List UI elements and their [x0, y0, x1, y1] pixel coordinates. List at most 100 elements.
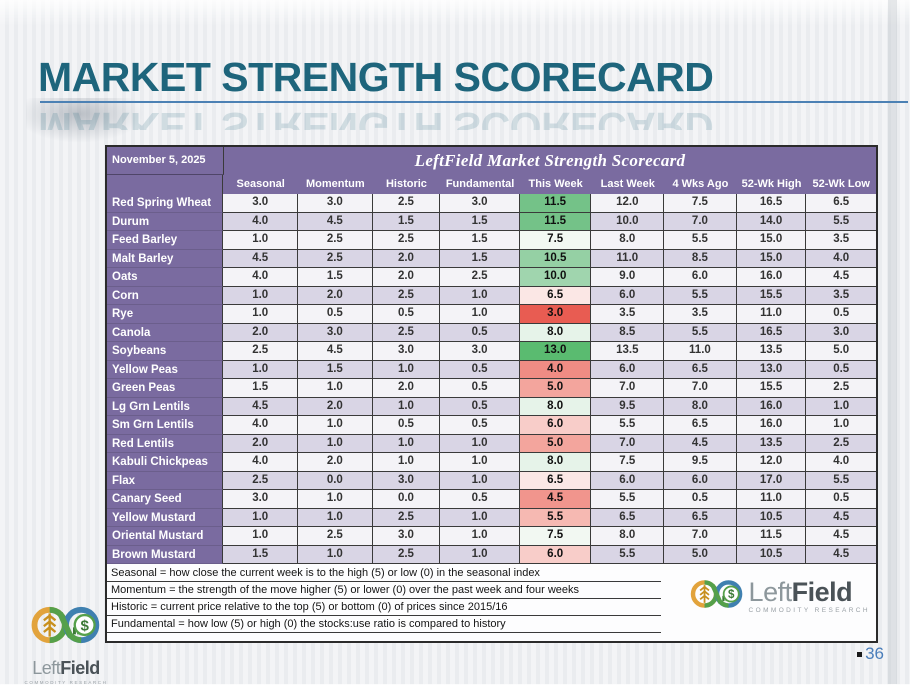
score-cell: 3.0 — [298, 194, 373, 213]
score-cell: 1.0 — [372, 434, 441, 453]
score-cell: 4.0 — [223, 416, 299, 435]
column-header: Fundamental — [445, 178, 515, 190]
row-label: Canola — [107, 323, 224, 342]
score-cell: 0.5 — [806, 490, 876, 509]
column-header: 52-Wk High — [741, 178, 802, 190]
score-cell: 7.0 — [664, 212, 737, 231]
brand-tagline: COMMODITY RESEARCH — [24, 680, 108, 685]
column-header: 52-Wk Low — [812, 178, 870, 190]
table-row: Durum 4.0 4.5 1.5 1.5 11.5 10.0 7.0 14.0 5.5 — [107, 212, 876, 231]
row-label: Red Spring Wheat — [107, 194, 224, 213]
score-cell: 0.5 — [298, 305, 373, 324]
score-cell: 8.0 — [591, 527, 665, 546]
score-cell: 1.0 — [372, 397, 441, 416]
score-cell: 6.0 — [591, 471, 665, 490]
score-cell: 12.0 — [736, 453, 807, 472]
this-week-cell: 11.5 — [519, 194, 592, 213]
score-cell: 1.0 — [440, 471, 520, 490]
score-cell: 13.5 — [736, 342, 807, 361]
score-cell: 5.5 — [591, 490, 665, 509]
score-cell: 2.0 — [372, 268, 441, 287]
this-week-cell: 8.0 — [519, 453, 592, 472]
score-cell: 7.5 — [591, 453, 665, 472]
score-cell: 5.5 — [806, 471, 876, 490]
row-label: Oriental Mustard — [107, 527, 224, 546]
score-cell: 1.5 — [223, 545, 299, 564]
leftfield-logo-corner: $ LeftField COMMODITY RESEARCH — [6, 597, 126, 685]
this-week-cell: 4.0 — [519, 360, 592, 379]
score-cell: 10.5 — [736, 545, 807, 564]
score-cell: 4.0 — [223, 453, 299, 472]
this-week-cell: 7.5 — [519, 231, 592, 250]
score-cell: 3.5 — [806, 231, 876, 250]
scorecard-table: November 5, 2025 LeftField Market Streng… — [105, 145, 878, 643]
table-row: Oats 4.0 1.5 2.0 2.5 10.0 9.0 6.0 16.0 4.5 — [107, 268, 876, 287]
score-cell: 3.5 — [664, 305, 737, 324]
score-cell: 15.5 — [736, 379, 807, 398]
score-cell: 4.5 — [298, 212, 373, 231]
footnotes: Seasonal = how close the current week is… — [107, 564, 876, 641]
score-cell: 1.0 — [223, 305, 299, 324]
score-cell: 1.0 — [440, 508, 520, 527]
score-cell: 4.0 — [223, 268, 299, 287]
score-cell: 1.0 — [298, 545, 373, 564]
date-cell: November 5, 2025 — [107, 147, 224, 175]
score-cell: 0.5 — [372, 416, 441, 435]
table-row: Canary Seed 3.0 1.0 0.0 0.5 4.5 5.5 0.5 11.0 0.5 — [107, 490, 876, 509]
score-cell: 7.0 — [591, 434, 665, 453]
score-cell: 10.0 — [591, 212, 665, 231]
score-cell: 2.0 — [223, 323, 299, 342]
score-cell: 2.5 — [806, 379, 876, 398]
score-cell: 16.0 — [736, 397, 807, 416]
slide-edge-band — [888, 0, 897, 684]
row-label: Malt Barley — [107, 249, 224, 268]
this-week-cell: 5.0 — [519, 434, 592, 453]
score-cell: 8.5 — [664, 249, 737, 268]
score-cell: 1.0 — [440, 545, 520, 564]
score-cell: 2.0 — [298, 286, 373, 305]
score-cell: 0.5 — [440, 379, 520, 398]
score-cell: 9.5 — [591, 397, 665, 416]
score-cell: 2.5 — [372, 508, 441, 527]
score-cell: 2.5 — [806, 434, 876, 453]
score-cell: 1.0 — [298, 508, 373, 527]
score-cell: 3.5 — [806, 286, 876, 305]
title-reflection: MARKET STRENGTH SCORECARD — [38, 104, 714, 130]
score-cell: 1.0 — [298, 379, 373, 398]
score-cell: 0.5 — [664, 490, 737, 509]
title-shadow — [26, 98, 146, 144]
score-cell: 4.0 — [223, 212, 299, 231]
score-cell: 6.5 — [664, 416, 737, 435]
score-cell: 5.5 — [664, 286, 737, 305]
score-cell: 17.0 — [736, 471, 807, 490]
score-cell: 0.5 — [440, 416, 520, 435]
score-cell: 4.5 — [298, 342, 373, 361]
score-cell: 8.0 — [664, 397, 737, 416]
row-label: Yellow Mustard — [107, 508, 224, 527]
table-row: Feed Barley 1.0 2.5 2.5 1.5 7.5 8.0 5.5 15.0 3.5 — [107, 231, 876, 250]
this-week-cell: 6.5 — [519, 286, 592, 305]
table-row: Rye 1.0 0.5 0.5 1.0 3.0 3.5 3.5 11.0 0.5 — [107, 305, 876, 324]
score-cell: 2.5 — [298, 231, 373, 250]
score-cell: 2.5 — [372, 231, 441, 250]
row-label: Kabuli Chickpeas — [107, 453, 224, 472]
score-cell: 0.5 — [440, 397, 520, 416]
score-cell: 7.0 — [664, 379, 737, 398]
footnote-historic: Historic = current price relative to the… — [107, 599, 661, 616]
score-cell: 16.5 — [736, 194, 807, 213]
column-header: 4 Wks Ago — [672, 178, 729, 190]
table-row: Corn 1.0 2.0 2.5 1.0 6.5 6.0 5.5 15.5 3.5 — [107, 286, 876, 305]
score-cell: 3.0 — [440, 194, 520, 213]
column-headers: Seasonal Momentum Historic Fundamental This … — [107, 175, 876, 194]
score-cell: 13.5 — [591, 342, 665, 361]
score-cell: 7.0 — [664, 527, 737, 546]
score-cell: 3.0 — [440, 342, 520, 361]
slide-header: MARKET STRENGTH SCORECARD MARKET STRENGT… — [38, 54, 908, 130]
score-cell: 2.0 — [223, 434, 299, 453]
score-cell: 3.0 — [806, 323, 876, 342]
score-cell: 4.5 — [223, 397, 299, 416]
score-cell: 3.0 — [372, 527, 441, 546]
column-header-spacer — [107, 175, 224, 194]
score-cell: 10.5 — [736, 508, 807, 527]
score-cell: 2.5 — [223, 342, 299, 361]
